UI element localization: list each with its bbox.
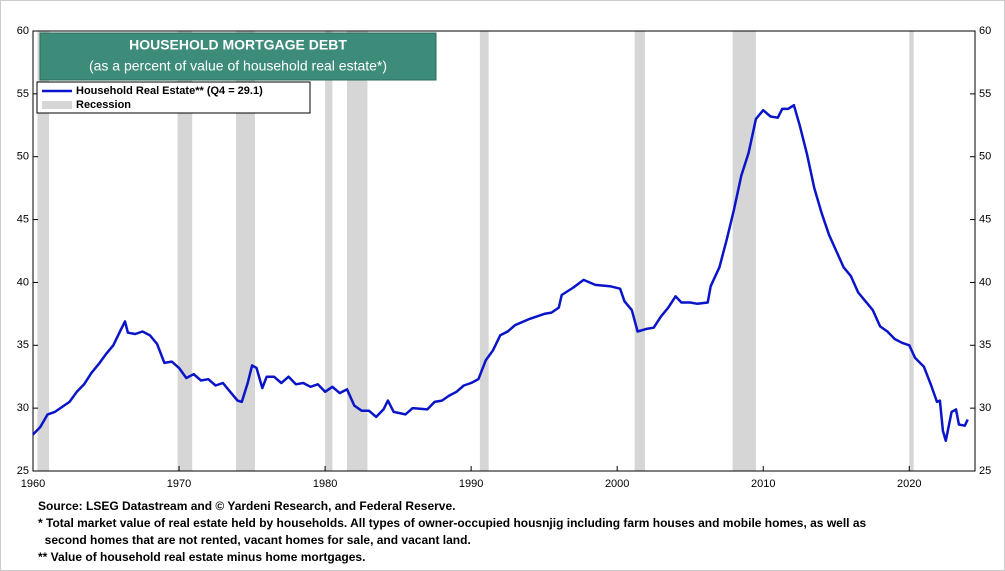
y-tick-label: 35 [17, 339, 29, 351]
x-tick-label: 2000 [605, 478, 629, 490]
legend [36, 81, 311, 114]
x-tick-label: 1970 [167, 478, 191, 490]
x-tick-label: 1960 [21, 478, 45, 490]
recession-band [37, 31, 50, 471]
recession-band [479, 31, 489, 471]
y2-tick-label: 45 [979, 213, 991, 225]
y2-tick-label: 40 [979, 276, 991, 288]
y-tick-label: 50 [17, 151, 29, 163]
series-line [32, 103, 969, 443]
y2-tick-label: 25 [979, 465, 991, 477]
x-tick-label: 1990 [459, 478, 483, 490]
plot-border [32, 30, 976, 472]
y2-tick-label: 50 [979, 151, 991, 163]
legend-label: Household Real Estate** (Q4 = 29.1) [76, 85, 263, 97]
recession-band [236, 31, 255, 471]
y-tick-label: 30 [17, 402, 29, 414]
y-tick-label: 60 [17, 25, 29, 37]
y-tick-label: 40 [17, 276, 29, 288]
recession-band [347, 31, 368, 471]
legend-label: Recession [76, 99, 131, 111]
note: second homes that are not rented, vacant… [38, 533, 471, 547]
x-tick-label: 1980 [313, 478, 337, 490]
title-box [39, 32, 437, 81]
y2-tick-label: 35 [979, 339, 991, 351]
y2-tick-label: 60 [979, 25, 991, 37]
y-tick-label: 55 [17, 88, 29, 100]
y2-tick-label: 30 [979, 402, 991, 414]
chart-subtitle: (as a percent of value of household real… [89, 58, 387, 74]
chart-title: HOUSEHOLD MORTGAGE DEBT [129, 37, 347, 53]
recession-band [732, 31, 756, 471]
recession-band [909, 31, 914, 471]
x-tick-label: 2010 [751, 478, 775, 490]
y-tick-label: 25 [17, 465, 29, 477]
y-tick-label: 45 [17, 213, 29, 225]
note: ** Value of household real estate minus … [38, 550, 365, 564]
note: Source: LSEG Datastream and © Yardeni Re… [38, 499, 455, 513]
recession-band [325, 31, 333, 471]
legend-swatch [42, 101, 72, 109]
recession-band [634, 31, 645, 471]
x-tick-label: 2020 [897, 478, 921, 490]
y2-tick-label: 55 [979, 88, 991, 100]
note: * Total market value of real estate held… [38, 516, 867, 530]
recession-band [177, 31, 193, 471]
